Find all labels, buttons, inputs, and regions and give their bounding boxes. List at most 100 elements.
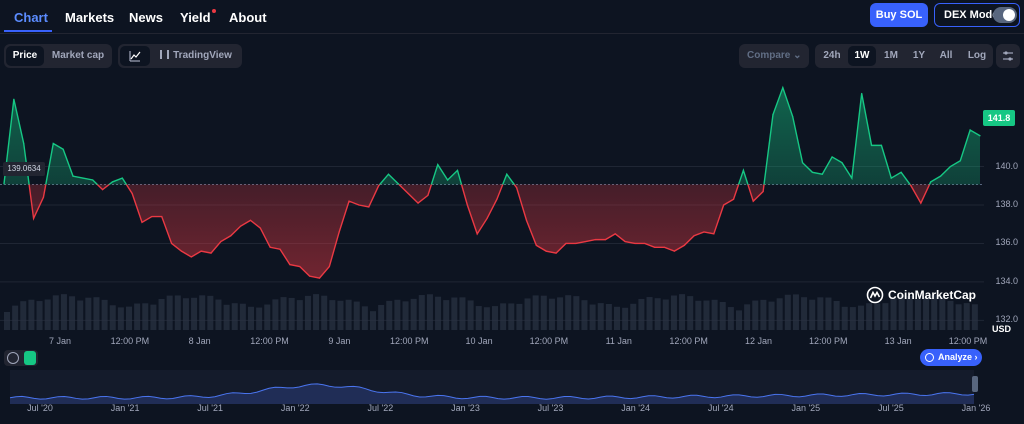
range-1m[interactable]: 1M <box>884 50 898 61</box>
price-point <box>23 142 25 145</box>
volume-bar <box>410 298 417 330</box>
volume-bar <box>914 299 921 330</box>
chart-settings-button[interactable] <box>996 44 1020 68</box>
price-point <box>151 215 153 218</box>
volume-bar <box>28 299 35 330</box>
range-log[interactable]: Log <box>967 50 987 61</box>
marketcap-tab[interactable]: Market cap <box>51 50 105 61</box>
dex-mode-label: DEX Mode <box>944 9 999 21</box>
volume-bar <box>906 295 913 330</box>
x-tick-label: 8 Jan <box>189 336 211 346</box>
navigator-tick-label: Jul '20 <box>27 403 53 413</box>
navigator-handle <box>972 376 978 392</box>
price-point <box>920 202 922 204</box>
coinmarketcap-watermark: CoinMarketCap <box>866 286 976 304</box>
price-point <box>506 173 508 175</box>
volume-bar <box>223 304 230 330</box>
price-tab[interactable]: Price <box>6 46 44 66</box>
volume-bar <box>963 303 970 330</box>
price-point <box>328 265 330 268</box>
price-point <box>703 231 705 233</box>
compare-dropdown[interactable]: Compare ⌄ <box>739 44 809 68</box>
price-point <box>318 277 321 279</box>
price-chart[interactable]: 7 Jan 12:00 PM 8 Jan 12:00 PM 9 Jan 12:00 PM 1… <box>0 70 1024 350</box>
toggle-switch[interactable] <box>993 7 1017 23</box>
buy-sol-button[interactable]: Buy SOL <box>870 3 928 27</box>
tab-markets[interactable]: Markets <box>65 10 115 25</box>
x-tick-label: 12:00 PM <box>111 336 150 346</box>
price-point <box>890 177 892 179</box>
tab-about[interactable]: About <box>229 10 267 25</box>
tradingview-label: TradingView <box>173 50 232 61</box>
navigator-tick-label: Jan '23 <box>451 403 480 413</box>
volume-bar <box>508 303 515 330</box>
range-1y[interactable]: 1Y <box>912 50 926 61</box>
tab-yield[interactable]: Yield <box>180 9 216 25</box>
price-point <box>604 239 606 241</box>
volume-bar <box>801 297 808 330</box>
price-point <box>338 231 340 233</box>
tradingview-button[interactable]: TradingView <box>154 46 238 66</box>
volume-bar <box>329 300 336 330</box>
price-point <box>279 248 281 250</box>
dex-mode-toggle[interactable]: DEX Mode <box>934 3 1020 27</box>
price-point <box>289 264 291 266</box>
price-point <box>387 173 390 175</box>
volume-bar <box>809 299 816 330</box>
price-point <box>3 183 5 185</box>
volume-bar <box>475 306 482 330</box>
volume-bar <box>947 300 954 330</box>
volume-bar <box>394 299 401 330</box>
volume-bar <box>703 300 710 330</box>
tab-chart[interactable]: Chart <box>14 10 48 25</box>
volume-bar <box>36 301 43 330</box>
price-point <box>782 87 784 89</box>
volume-bar <box>134 303 141 330</box>
price-point <box>693 235 695 237</box>
price-point <box>841 162 843 164</box>
volume-bar <box>516 303 523 330</box>
range-all[interactable]: All <box>939 50 953 61</box>
volume-bar <box>256 307 263 330</box>
price-point <box>732 198 735 200</box>
price-point <box>378 185 380 187</box>
document-icon[interactable] <box>24 351 36 365</box>
volume-bar <box>126 306 132 330</box>
price-point <box>476 233 478 235</box>
price-point <box>101 189 104 191</box>
volume-bar <box>77 300 84 330</box>
volume-bar <box>882 303 889 330</box>
volume-bar <box>353 301 360 330</box>
volume-bar <box>939 296 946 330</box>
volume-bar <box>784 294 791 330</box>
volume-bar <box>345 299 352 330</box>
price-point <box>358 204 360 206</box>
toggle-knob <box>1003 9 1015 21</box>
tab-news[interactable]: News <box>129 10 163 25</box>
volume-bar <box>93 297 100 330</box>
price-point <box>900 171 902 173</box>
navigator-line <box>9 383 975 400</box>
line-chart-button[interactable] <box>120 46 150 66</box>
history-icon[interactable] <box>7 352 19 364</box>
price-point <box>713 233 715 235</box>
metric-switch: Price Market cap <box>4 44 112 68</box>
volume-bar <box>866 303 873 330</box>
price-point <box>683 244 685 246</box>
price-point <box>831 156 833 158</box>
x-tick-label: 12:00 PM <box>949 336 988 346</box>
price-line-down <box>28 184 931 279</box>
price-point <box>417 202 419 204</box>
range-24h[interactable]: 24h <box>823 50 841 61</box>
analyze-button[interactable]: Analyze › <box>920 349 982 366</box>
price-point <box>220 240 222 243</box>
navigator-chart[interactable] <box>0 368 1024 408</box>
x-tick-label: 10 Jan <box>466 336 493 346</box>
range-1w[interactable]: 1W <box>848 46 876 66</box>
coinmarketcap-logo-icon <box>866 286 884 304</box>
volume-bar <box>858 305 864 330</box>
last-price-badge: 141.8 <box>983 110 1015 126</box>
navigator-tick-label: Jan '22 <box>280 403 310 413</box>
x-tick-label: 12 Jan <box>745 336 772 346</box>
volume-bar <box>443 300 450 330</box>
